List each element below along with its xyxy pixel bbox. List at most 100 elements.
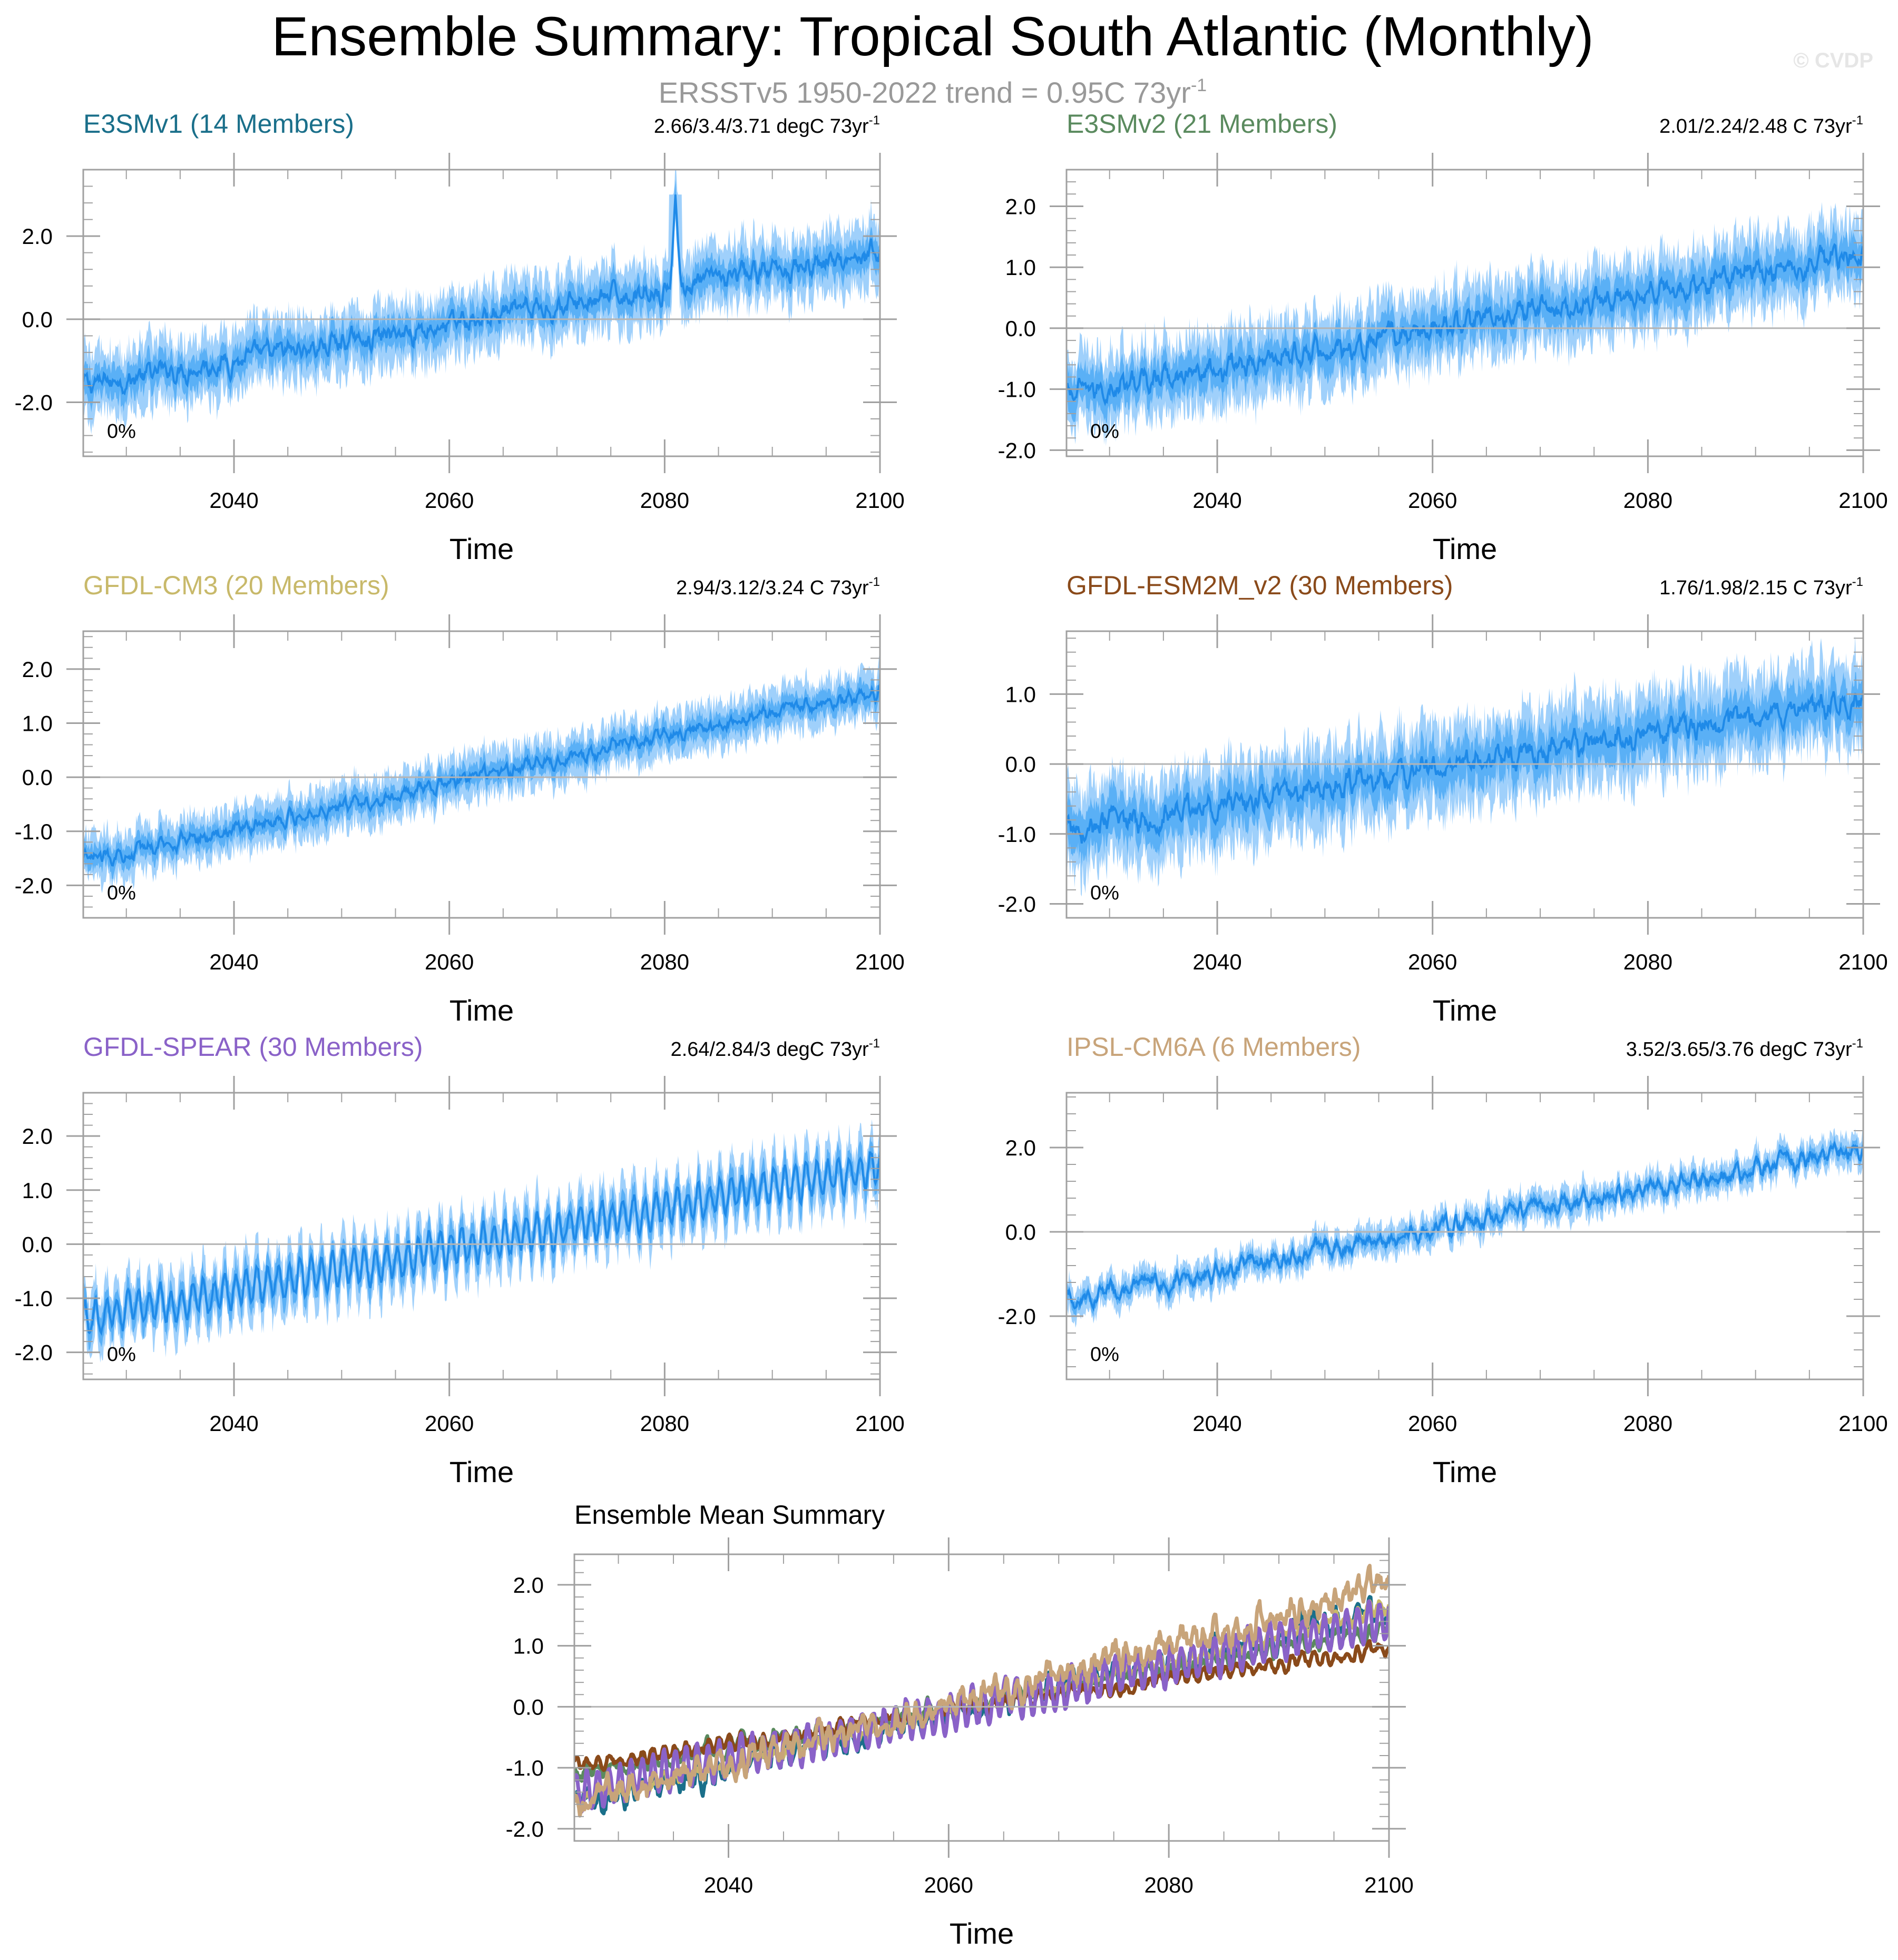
plot-frame — [82, 169, 881, 457]
x-tick-label: 2040 — [1192, 488, 1241, 513]
ensemble-range-band — [1067, 1128, 1863, 1328]
ensemble-interquartile-band — [1067, 1135, 1863, 1317]
y-tick-label: 2.0 — [1005, 1135, 1036, 1160]
y-tick-label: -1.0 — [15, 1286, 53, 1311]
x-tick-label: 2040 — [209, 488, 258, 513]
y-tick-label: 2.0 — [22, 224, 53, 249]
x-tick-label: 2100 — [1838, 488, 1887, 513]
x-tick-label: 2080 — [1623, 488, 1672, 513]
y-tick-label: -2.0 — [998, 1304, 1036, 1329]
y-tick-label: 2.0 — [1005, 194, 1036, 219]
percent-label: 0% — [1090, 882, 1119, 904]
y-tick-label: -2.0 — [998, 891, 1036, 916]
y-tick-label: 1.0 — [1005, 682, 1036, 707]
x-tick-label: 2080 — [1623, 949, 1672, 974]
x-tick-label: 2060 — [1408, 1411, 1457, 1436]
y-tick-label: 0.0 — [1005, 316, 1036, 341]
subtitle-sup: -1 — [1191, 75, 1207, 95]
data-layer — [1067, 1128, 1863, 1328]
y-tick-label: -1.0 — [506, 1756, 544, 1780]
plot-frame — [1065, 169, 1864, 457]
data-layer — [83, 653, 880, 894]
x-tick-label: 2060 — [425, 488, 474, 513]
trend-sup: -1 — [1852, 1036, 1863, 1051]
chart-panel-3: -2.0 -1.0 0.0 1.0 2.0 2040 2060 2080 2100 Time GFD… — [15, 571, 905, 1027]
x-tick-label: 2060 — [924, 1873, 973, 1897]
watermark: © CVDP — [1793, 49, 1873, 72]
panel-title: Ensemble Mean Summary — [574, 1500, 885, 1530]
ensemble-interquartile-band — [1067, 667, 1863, 868]
x-tick-label: 2100 — [1364, 1873, 1413, 1897]
x-tick-label: 2080 — [1623, 1411, 1672, 1436]
data-layer — [1067, 202, 1863, 446]
plot-frame — [82, 1092, 881, 1380]
trend-annotation: 1.76/1.98/2.15 C 73yr-1 — [1659, 575, 1863, 599]
x-tick-label: 2080 — [1144, 1873, 1193, 1897]
trend-sup: -1 — [869, 575, 880, 589]
ensemble-mean-line — [83, 194, 880, 396]
y-tick-label: 1.0 — [22, 1178, 53, 1203]
panel-title: GFDL-ESM2M_v2 (30 Members) — [1067, 571, 1453, 600]
x-tick-label: 2100 — [855, 488, 904, 513]
ensemble-range-band — [83, 170, 880, 435]
plot-frame — [573, 1553, 1390, 1842]
percent-label: 0% — [107, 882, 136, 904]
trend-text: 2.66/3.4/3.71 degC 73yr — [654, 115, 869, 138]
ensemble-interquartile-band — [83, 673, 880, 879]
trend-sup: -1 — [1852, 575, 1863, 589]
ensemble-mean-line — [83, 684, 880, 867]
x-tick-label: 2060 — [1408, 488, 1457, 513]
trend-annotation: 2.94/3.12/3.24 C 73yr-1 — [676, 575, 880, 599]
y-tick-label: 0.0 — [513, 1694, 544, 1719]
y-tick-label: -2.0 — [506, 1817, 544, 1841]
y-tick-label: -2.0 — [15, 1340, 53, 1365]
trend-text: 3.52/3.65/3.76 degC 73yr — [1626, 1038, 1852, 1061]
x-tick-label: 2100 — [855, 949, 904, 974]
y-tick-label: -2.0 — [15, 873, 53, 898]
trend-text: 2.94/3.12/3.24 C 73yr — [676, 577, 869, 599]
panel-title: GFDL-SPEAR (30 Members) — [83, 1032, 423, 1062]
subtitle-text: ERSSTv5 1950-2022 trend = 0.95C 73yr — [659, 76, 1191, 109]
percent-label: 0% — [1090, 1344, 1119, 1366]
trend-annotation: 3.52/3.65/3.76 degC 73yr-1 — [1626, 1036, 1863, 1061]
chart-panel-4: -2.0 -1.0 0.0 1.0 2040 2060 2080 2100 Time GFDL-E… — [998, 571, 1888, 1027]
percent-label: 0% — [1090, 420, 1119, 443]
x-tick-label: 2040 — [209, 949, 258, 974]
plot-frame — [1065, 1092, 1864, 1380]
trend-sup: -1 — [869, 1036, 880, 1051]
y-tick-label: 0.0 — [22, 307, 53, 332]
x-tick-label: 2040 — [209, 1411, 258, 1436]
x-tick-label: 2060 — [1408, 949, 1457, 974]
percent-label: 0% — [107, 420, 136, 443]
y-tick-label: 0.0 — [22, 765, 53, 790]
chart-panel-2: -2.0 -1.0 0.0 1.0 2.0 2040 2060 2080 2100 Time E3S… — [998, 109, 1888, 565]
x-axis-label: Time — [449, 1455, 514, 1488]
x-tick-label: 2040 — [704, 1873, 753, 1897]
trend-annotation: 2.66/3.4/3.71 degC 73yr-1 — [654, 113, 880, 138]
y-tick-label: 0.0 — [1005, 1220, 1036, 1244]
x-tick-label: 2080 — [640, 488, 689, 513]
y-tick-label: 1.0 — [1005, 255, 1036, 280]
y-tick-label: 0.0 — [1005, 752, 1036, 777]
x-tick-label: 2080 — [640, 1411, 689, 1436]
figure-title: Ensemble Summary: Tropical South Atlanti… — [271, 6, 1593, 67]
y-tick-label: -2.0 — [998, 438, 1036, 463]
x-tick-label: 2100 — [855, 1411, 904, 1436]
y-tick-label: 1.0 — [22, 711, 53, 736]
data-layer — [83, 170, 880, 435]
chart-panel-6: -2.0 0.0 2.0 2040 2060 2080 2100 Time IPSL-CM6A … — [998, 1032, 1888, 1488]
x-tick-label: 2100 — [1838, 949, 1887, 974]
x-axis-label: Time — [449, 994, 514, 1027]
ensemble-mean-line — [83, 1151, 880, 1336]
y-tick-label: 1.0 — [513, 1634, 544, 1659]
panel-title: GFDL-CM3 (20 Members) — [83, 571, 389, 600]
x-tick-label: 2040 — [1192, 1411, 1241, 1436]
x-axis-label: Time — [1433, 994, 1497, 1027]
x-axis-label: Time — [1433, 532, 1497, 565]
trend-text: 2.64/2.84/3 degC 73yr — [671, 1038, 869, 1061]
x-axis-label: Time — [950, 1917, 1014, 1950]
y-tick-label: -1.0 — [998, 822, 1036, 847]
x-tick-label: 2080 — [640, 949, 689, 974]
chart-panel-7: -2.0 -1.0 0.0 1.0 2.0 2040 2060 2080 2100 Time Ens… — [506, 1500, 1414, 1950]
